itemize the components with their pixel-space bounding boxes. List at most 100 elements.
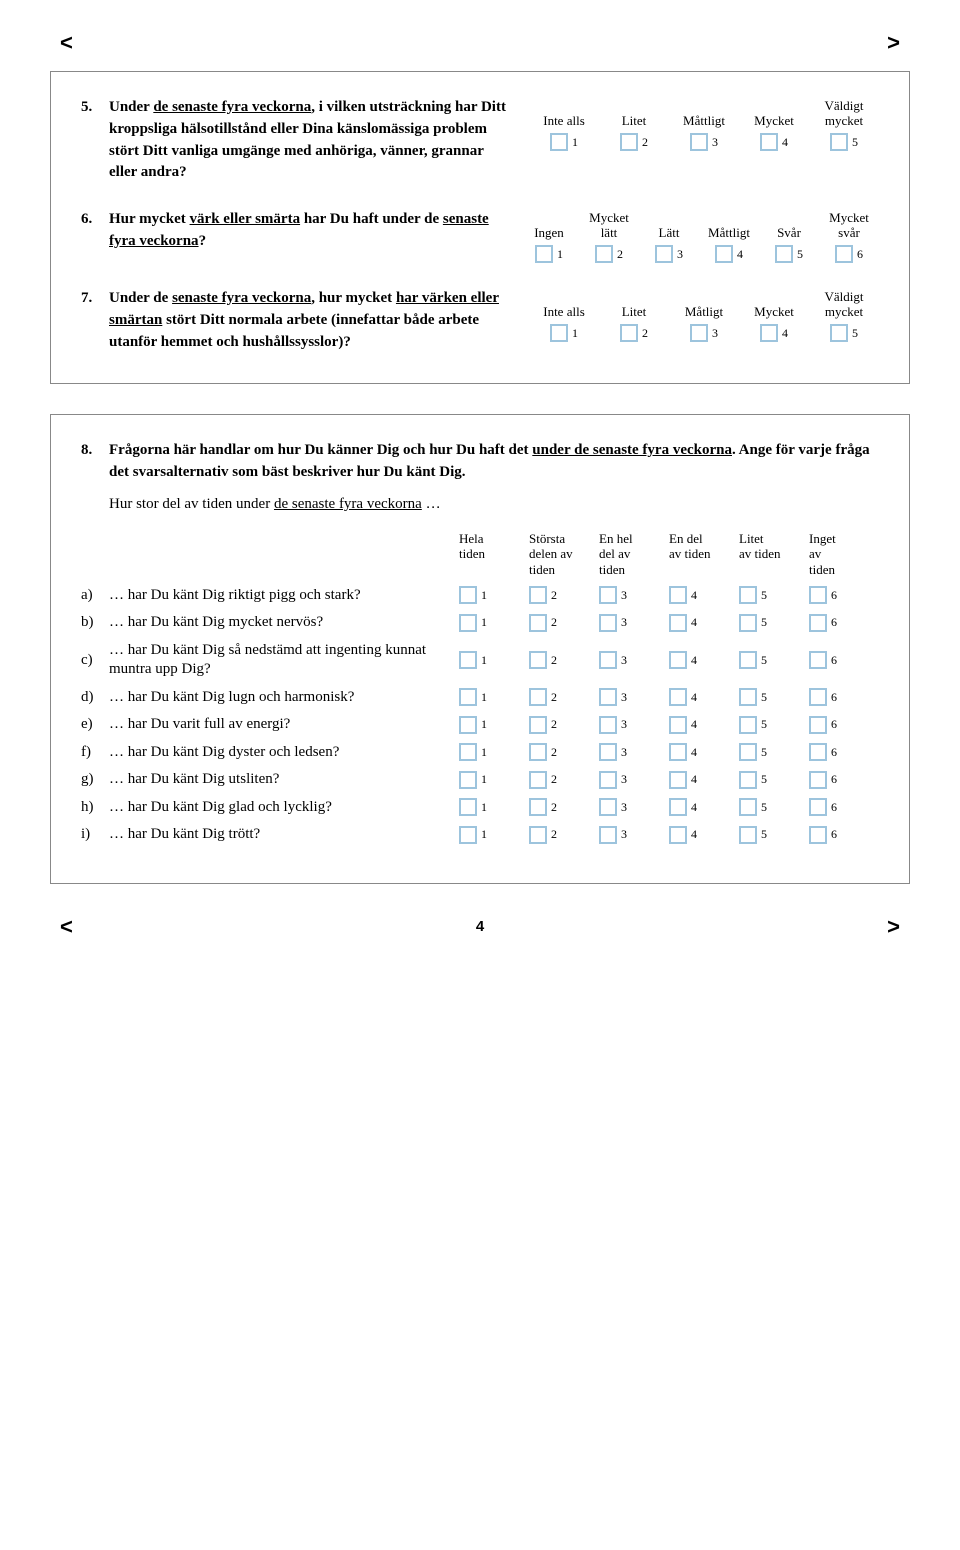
option-number: 1 xyxy=(481,690,487,705)
checkbox[interactable] xyxy=(459,651,477,669)
grid-row: d)… har Du känt Dig lugn och harmonisk?1… xyxy=(81,688,879,708)
checkbox[interactable] xyxy=(459,586,477,604)
grid-option: 1 xyxy=(459,688,529,706)
checkbox[interactable] xyxy=(809,688,827,706)
option-number: 5 xyxy=(761,800,767,815)
checkbox[interactable] xyxy=(459,826,477,844)
checkbox[interactable] xyxy=(739,688,757,706)
checkbox[interactable] xyxy=(669,586,687,604)
option-number: 5 xyxy=(761,588,767,603)
grid-option: 3 xyxy=(599,651,669,669)
checkbox[interactable] xyxy=(529,614,547,632)
checkbox[interactable] xyxy=(459,716,477,734)
checkbox[interactable] xyxy=(529,651,547,669)
checkbox[interactable] xyxy=(550,324,568,342)
checkbox[interactable] xyxy=(529,716,547,734)
checkbox[interactable] xyxy=(739,826,757,844)
checkbox[interactable] xyxy=(599,716,617,734)
grid-row: a)… har Du känt Dig riktigt pigg och sta… xyxy=(81,586,879,606)
checkbox[interactable] xyxy=(809,586,827,604)
checkbox[interactable] xyxy=(809,614,827,632)
grid-header: En heldel avtiden xyxy=(599,531,669,578)
option-checkbox-row: 3 xyxy=(690,324,718,342)
checkbox[interactable] xyxy=(809,771,827,789)
checkbox[interactable] xyxy=(459,614,477,632)
checkbox[interactable] xyxy=(459,743,477,761)
checkbox[interactable] xyxy=(809,798,827,816)
checkbox[interactable] xyxy=(620,133,638,151)
checkbox[interactable] xyxy=(835,245,853,263)
checkbox[interactable] xyxy=(809,651,827,669)
checkbox[interactable] xyxy=(655,245,673,263)
option-number: 5 xyxy=(797,247,803,262)
checkbox[interactable] xyxy=(669,614,687,632)
checkbox[interactable] xyxy=(739,651,757,669)
q8-subtext: Hur stor del av tiden under de senaste f… xyxy=(109,496,879,513)
checkbox[interactable] xyxy=(459,688,477,706)
checkbox[interactable] xyxy=(739,743,757,761)
checkbox[interactable] xyxy=(809,716,827,734)
checkbox[interactable] xyxy=(550,133,568,151)
checkbox[interactable] xyxy=(669,771,687,789)
checkbox[interactable] xyxy=(535,245,553,263)
checkbox[interactable] xyxy=(529,826,547,844)
option-number: 2 xyxy=(551,745,557,760)
checkbox[interactable] xyxy=(690,324,708,342)
checkbox[interactable] xyxy=(599,771,617,789)
grid-row-letter: d) xyxy=(81,689,109,706)
option-number: 3 xyxy=(621,615,627,630)
grid-row-text: … har Du känt Dig så nedstämd att ingent… xyxy=(109,641,459,680)
checkbox[interactable] xyxy=(830,324,848,342)
checkbox[interactable] xyxy=(459,771,477,789)
grid-row-letter: i) xyxy=(81,826,109,843)
option-number: 2 xyxy=(642,135,648,150)
option-checkbox-row: 4 xyxy=(760,133,788,151)
option-number: 1 xyxy=(481,588,487,603)
checkbox[interactable] xyxy=(760,133,778,151)
checkbox[interactable] xyxy=(599,743,617,761)
checkbox[interactable] xyxy=(739,798,757,816)
checkbox[interactable] xyxy=(739,586,757,604)
checkbox[interactable] xyxy=(739,716,757,734)
grid-option: 5 xyxy=(739,614,809,632)
checkbox[interactable] xyxy=(599,688,617,706)
checkbox[interactable] xyxy=(669,651,687,669)
checkbox[interactable] xyxy=(809,826,827,844)
option-checkbox-row: 1 xyxy=(550,133,578,151)
checkbox[interactable] xyxy=(599,651,617,669)
checkbox[interactable] xyxy=(669,688,687,706)
question-5: 5. Under de senaste fyra veckorna, i vil… xyxy=(81,97,879,184)
checkbox[interactable] xyxy=(599,826,617,844)
grid-option: 3 xyxy=(599,688,669,706)
option-number: 5 xyxy=(852,135,858,150)
grid-header: Litetav tiden xyxy=(739,531,809,578)
checkbox[interactable] xyxy=(775,245,793,263)
checkbox[interactable] xyxy=(739,614,757,632)
option-number: 6 xyxy=(831,800,837,815)
checkbox[interactable] xyxy=(599,586,617,604)
checkbox[interactable] xyxy=(809,743,827,761)
checkbox[interactable] xyxy=(599,798,617,816)
checkbox[interactable] xyxy=(669,798,687,816)
checkbox[interactable] xyxy=(529,688,547,706)
checkbox[interactable] xyxy=(669,716,687,734)
checkbox[interactable] xyxy=(715,245,733,263)
checkbox[interactable] xyxy=(459,798,477,816)
checkbox[interactable] xyxy=(529,798,547,816)
checkbox[interactable] xyxy=(690,133,708,151)
checkbox[interactable] xyxy=(595,245,613,263)
checkbox[interactable] xyxy=(620,324,638,342)
grid-option: 4 xyxy=(669,771,739,789)
option-number: 3 xyxy=(712,135,718,150)
checkbox[interactable] xyxy=(529,586,547,604)
checkbox[interactable] xyxy=(830,133,848,151)
checkbox[interactable] xyxy=(529,743,547,761)
grid-option: 2 xyxy=(529,586,599,604)
checkbox[interactable] xyxy=(669,826,687,844)
checkbox[interactable] xyxy=(599,614,617,632)
checkbox[interactable] xyxy=(529,771,547,789)
checkbox[interactable] xyxy=(760,324,778,342)
option-column: Måttligt4 xyxy=(699,209,759,263)
checkbox[interactable] xyxy=(739,771,757,789)
checkbox[interactable] xyxy=(669,743,687,761)
